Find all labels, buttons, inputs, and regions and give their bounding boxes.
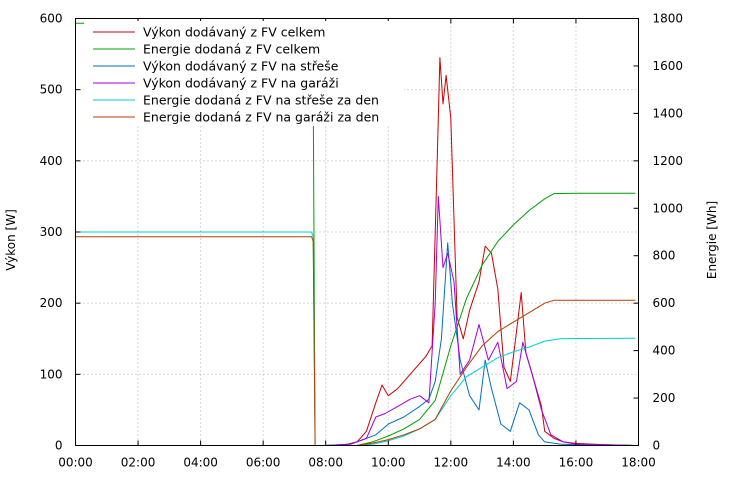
legend-entry: Energie dodaná z FV celkem — [143, 42, 320, 57]
y-right-tick-label: 800 — [653, 249, 676, 263]
x-tick-label: 10:00 — [371, 456, 406, 470]
y-right-tick-label: 400 — [653, 344, 676, 358]
y-right-tick-label: 0 — [653, 439, 661, 453]
y-right-tick-label: 200 — [653, 391, 676, 405]
y-left-tick-label: 300 — [40, 225, 63, 239]
y-right-tick-label: 1000 — [653, 201, 684, 215]
y-right-tick-label: 1800 — [653, 12, 684, 26]
legend-entry: Výkon dodávaný z FV na garáži — [143, 76, 339, 91]
x-tick-label: 12:00 — [434, 456, 469, 470]
y-right-tick-label: 1600 — [653, 59, 684, 73]
x-tick-label: 04:00 — [183, 456, 218, 470]
y-axis-left-label: Výkon [W] — [4, 209, 18, 271]
legend-box — [84, 21, 404, 126]
x-tick-label: 08:00 — [308, 456, 343, 470]
legend: Výkon dodávaný z FV celkem Energie dodaná… — [84, 21, 404, 126]
y-right-tick-label: 1200 — [653, 154, 684, 168]
x-axis: 00:00 02:00 04:00 06:00 08:00 10:00 12:00 14:00… — [58, 18, 656, 470]
y-axis-right-label: Energie [Wh] — [705, 201, 719, 279]
legend-entry: Výkon dodávaný z FV na střeše — [143, 59, 339, 74]
y-axis-right: 0 200 400 600 800 1000 1200 1400 1600 1800 — [633, 12, 684, 453]
legend-entry: Výkon dodávaný z FV celkem — [143, 25, 325, 40]
series-line-5 — [75, 231, 636, 446]
x-tick-label: 18:00 — [621, 456, 656, 470]
y-left-tick-label: 100 — [40, 367, 63, 381]
y-left-tick-label: 0 — [55, 439, 63, 453]
x-tick-label: 14:00 — [496, 456, 531, 470]
x-tick-label: 02:00 — [121, 456, 156, 470]
series-line-4 — [325, 195, 636, 446]
x-tick-label: 06:00 — [246, 456, 281, 470]
y-right-tick-label: 600 — [653, 296, 676, 310]
y-right-tick-label: 1400 — [653, 106, 684, 120]
y-axis-left: 0 100 200 300 400 500 600 — [40, 12, 81, 453]
y-left-tick-label: 400 — [40, 154, 63, 168]
series-line-1 — [325, 57, 636, 446]
x-tick-label: 16:00 — [559, 456, 594, 470]
legend-entry: Energie dodaná z FV na střeše za den — [143, 93, 379, 108]
y-left-tick-label: 600 — [40, 12, 63, 26]
x-tick-label: 00:00 — [58, 456, 93, 470]
series-line-6 — [75, 236, 636, 446]
y-left-tick-label: 500 — [40, 83, 63, 97]
y-left-tick-label: 200 — [40, 296, 63, 310]
legend-entry: Energie dodaná z FV na garáži za den — [143, 110, 379, 125]
